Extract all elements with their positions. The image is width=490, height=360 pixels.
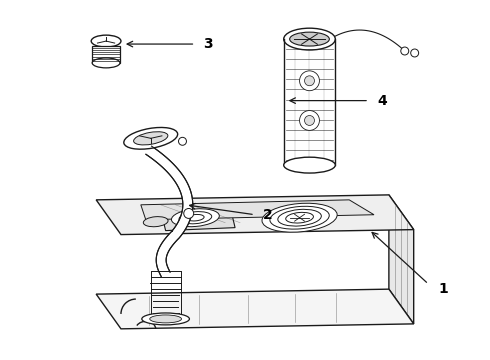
Ellipse shape — [92, 58, 120, 68]
Ellipse shape — [305, 76, 315, 86]
Polygon shape — [161, 207, 235, 231]
Ellipse shape — [150, 315, 181, 323]
Ellipse shape — [124, 127, 178, 149]
Ellipse shape — [284, 157, 335, 173]
Ellipse shape — [91, 35, 121, 47]
Polygon shape — [96, 289, 414, 329]
Ellipse shape — [187, 215, 204, 221]
Ellipse shape — [142, 313, 190, 325]
Ellipse shape — [284, 28, 335, 50]
Ellipse shape — [144, 217, 168, 227]
Ellipse shape — [262, 203, 337, 232]
Bar — [92, 46, 120, 63]
Polygon shape — [146, 146, 193, 276]
Ellipse shape — [179, 212, 212, 224]
Bar — [284, 39, 335, 165]
Ellipse shape — [278, 209, 321, 226]
Ellipse shape — [286, 212, 314, 223]
Text: 3: 3 — [203, 37, 213, 51]
Circle shape — [184, 208, 194, 219]
Polygon shape — [96, 195, 414, 235]
Ellipse shape — [305, 116, 315, 125]
Ellipse shape — [299, 71, 319, 91]
Text: 1: 1 — [439, 282, 448, 296]
Text: 4: 4 — [377, 94, 387, 108]
Circle shape — [401, 47, 409, 55]
Ellipse shape — [270, 206, 329, 229]
Circle shape — [411, 49, 418, 57]
Ellipse shape — [134, 132, 168, 145]
Ellipse shape — [290, 32, 329, 46]
Polygon shape — [389, 195, 414, 324]
Ellipse shape — [299, 111, 319, 130]
Text: 2: 2 — [263, 208, 273, 222]
Polygon shape — [141, 200, 374, 220]
Circle shape — [178, 137, 187, 145]
Ellipse shape — [172, 209, 220, 227]
